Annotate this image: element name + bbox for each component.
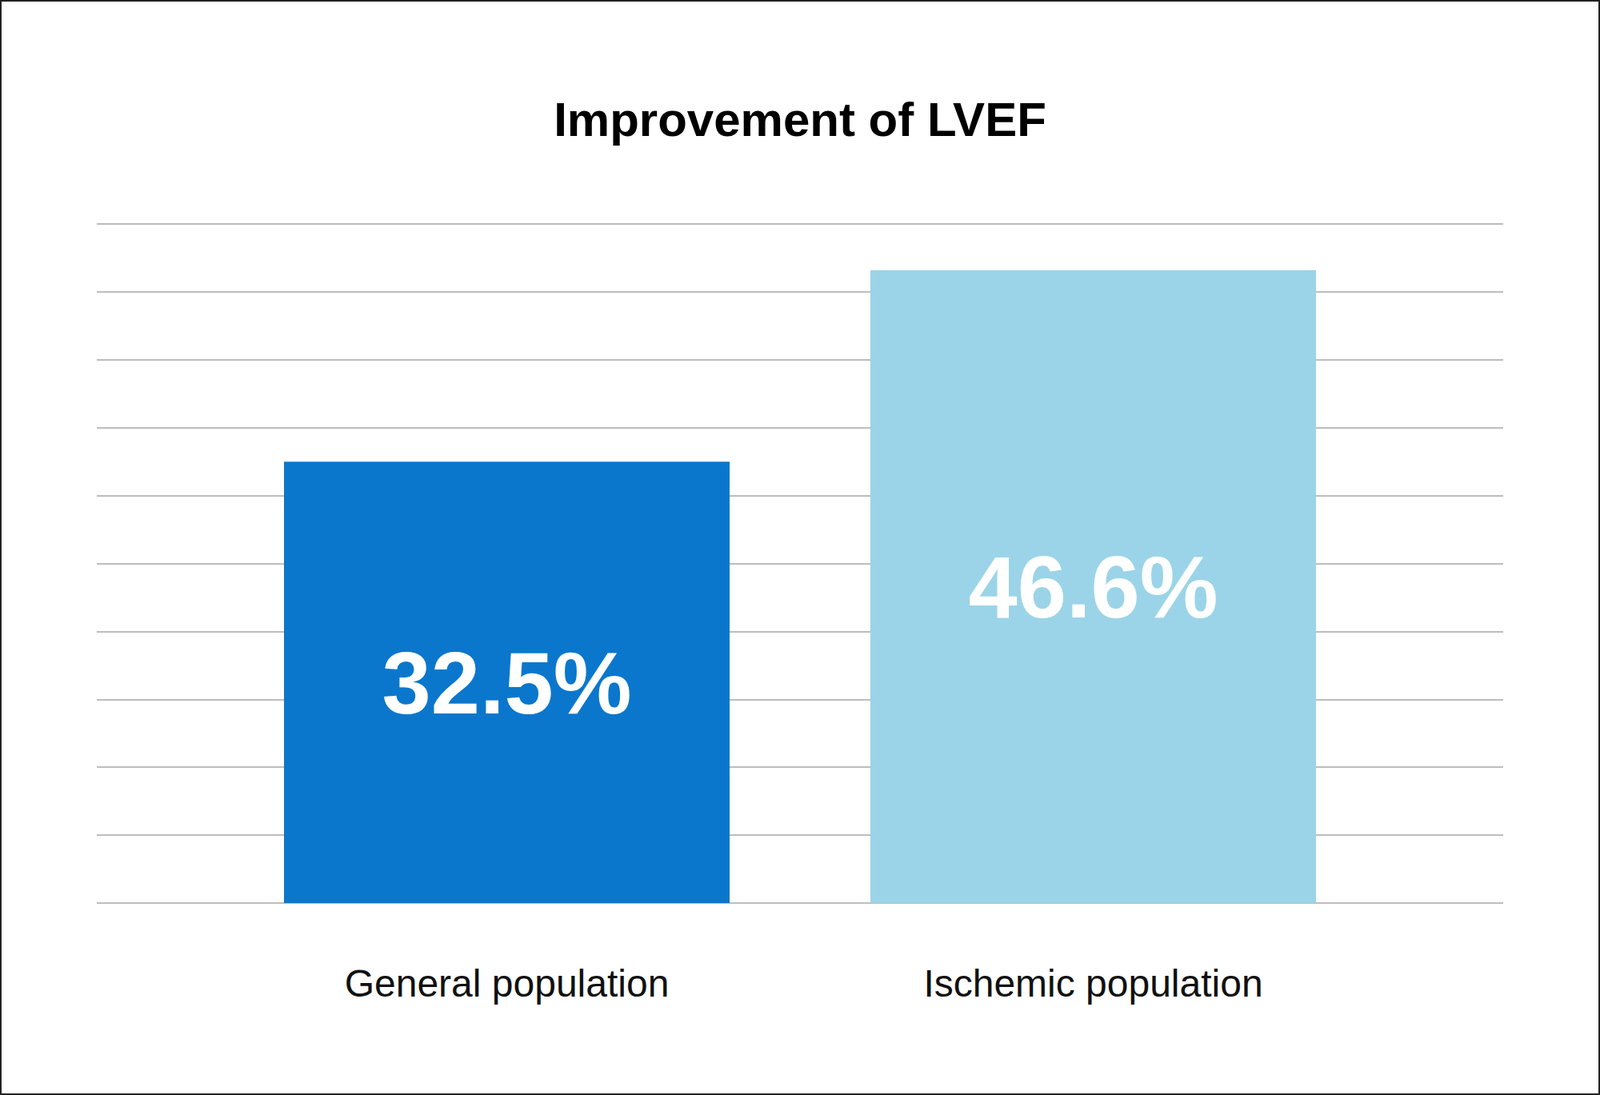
svg-text:Ischemic population: Ischemic population — [923, 962, 1263, 1005]
svg-text:Improvement of LVEF: Improvement of LVEF — [553, 92, 1047, 147]
svg-text:General population: General population — [344, 962, 670, 1005]
svg-text:46.6%: 46.6% — [968, 537, 1219, 636]
svg-text:32.5%: 32.5% — [382, 633, 632, 732]
